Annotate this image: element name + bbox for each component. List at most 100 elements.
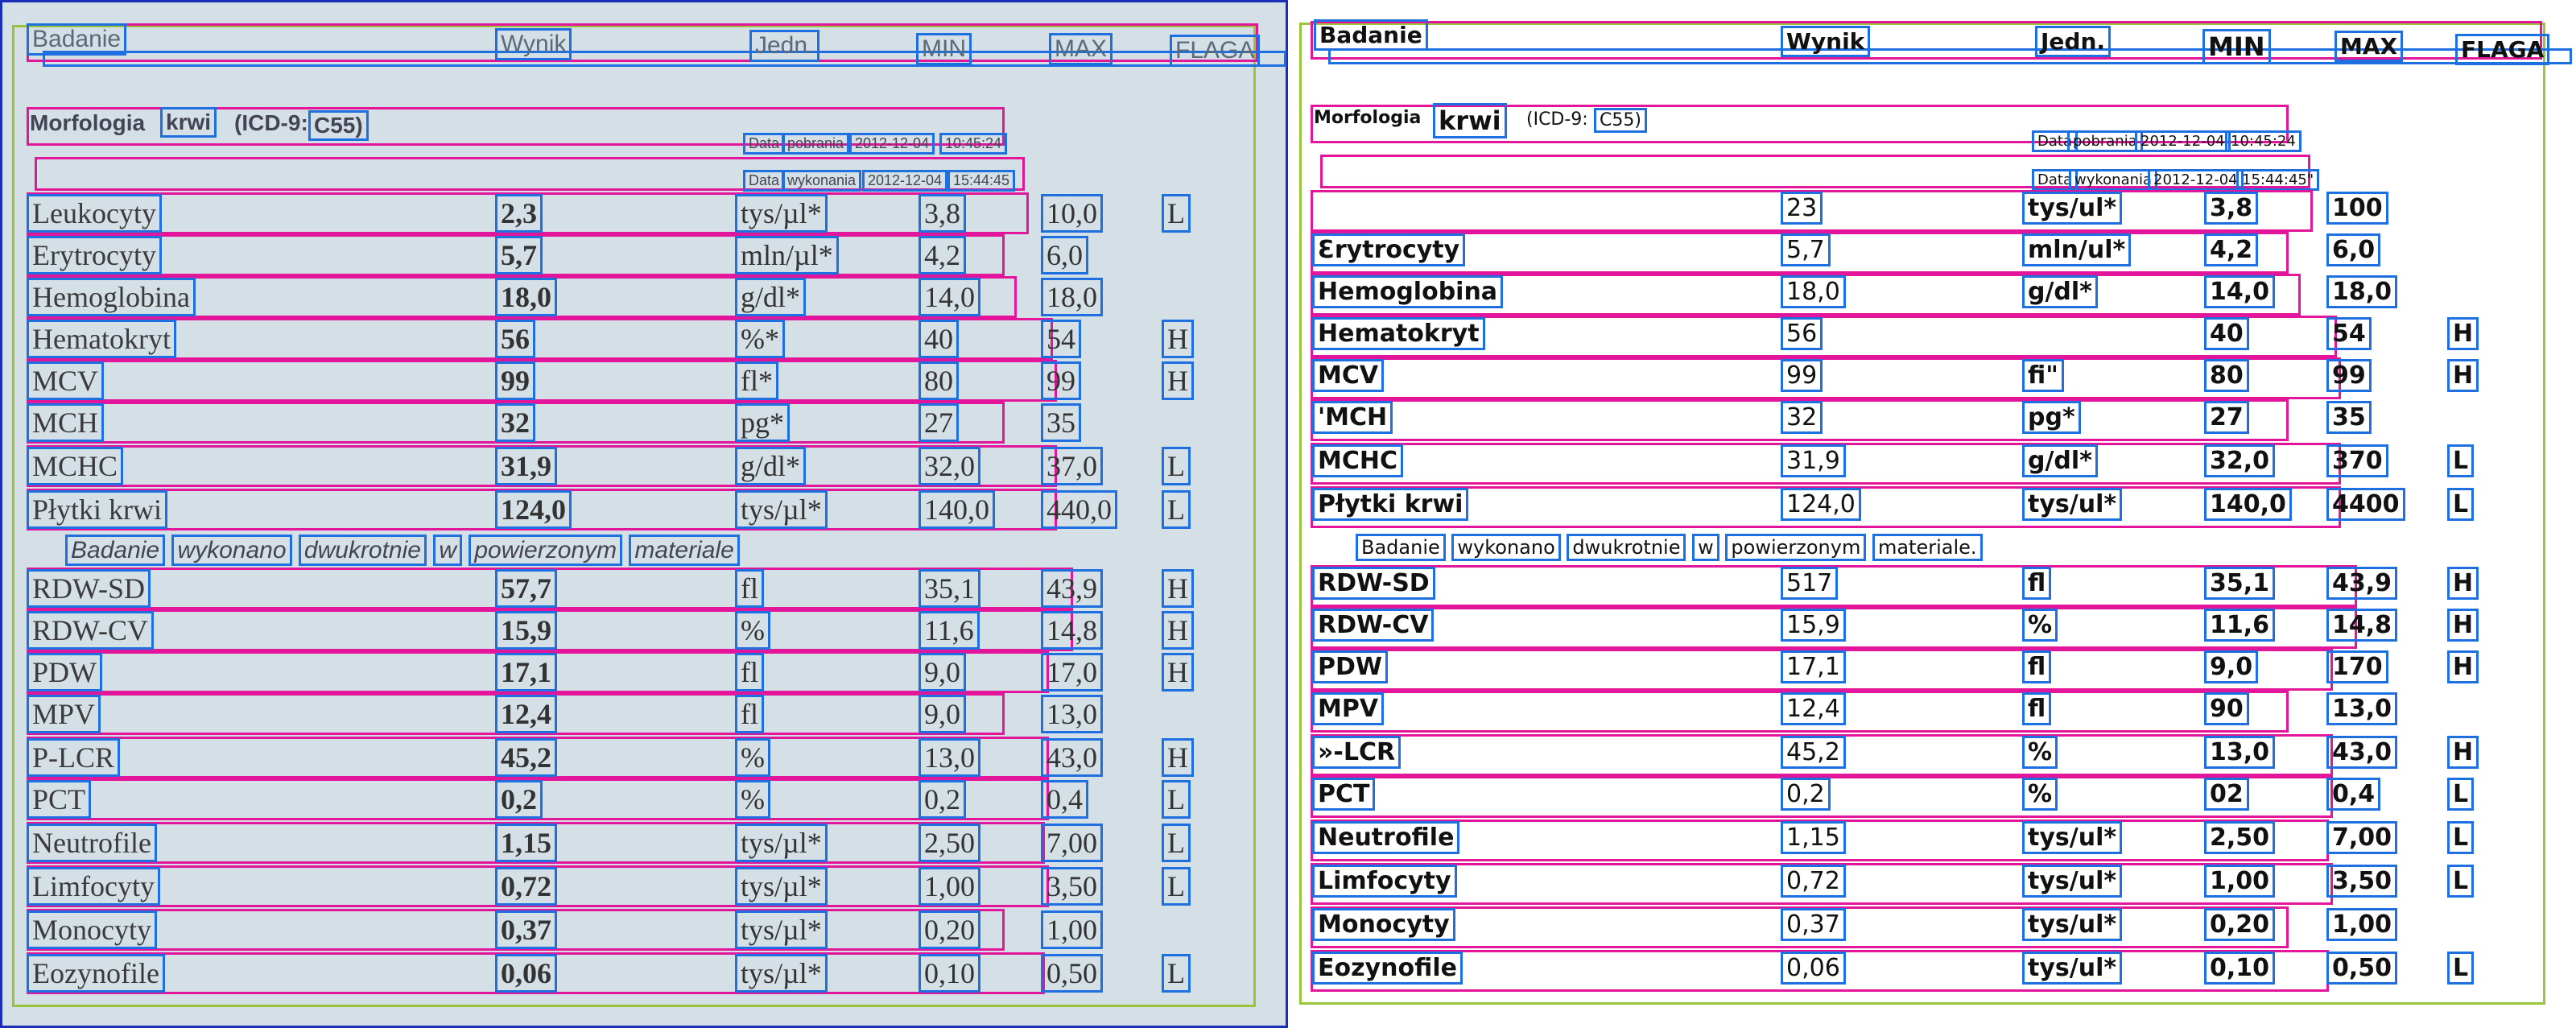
unit-value: pg* (735, 403, 790, 442)
header-flag: FLAGA (2455, 34, 2549, 65)
test-name: MCHC (27, 447, 123, 485)
header-flag: FLAGA (1170, 35, 1260, 67)
processing-time-value: 15:44:45 (947, 170, 1015, 192)
test-name: Eozynofile (1312, 952, 1463, 985)
test-name: RDW-CV (27, 611, 154, 650)
test-name: PDW (1312, 650, 1388, 683)
min-value: 1,00 (2204, 865, 2275, 898)
min-value: 0,20 (919, 910, 980, 949)
section-title-word: C55) (1594, 108, 1647, 133)
result-value: 0,72 (495, 867, 557, 906)
unit-value: tys/ul* (2022, 952, 2122, 985)
section-title-word: C55) (308, 110, 369, 141)
test-name: Ɛrytrocyty (1312, 233, 1465, 266)
min-value: 02 (2204, 778, 2249, 811)
flag-value: H (1162, 320, 1194, 358)
header-test: Badanie (27, 23, 126, 56)
min-value: 2,50 (2204, 821, 2275, 854)
test-name: 'MCH (1312, 401, 1393, 434)
min-value: 35,1 (2204, 567, 2275, 600)
test-name: MPV (27, 695, 101, 733)
result-value: 45,2 (495, 738, 557, 777)
note-word: Badanie (65, 535, 165, 566)
min-value: 13,0 (2204, 736, 2275, 769)
test-name: MCV (27, 361, 104, 400)
result-value: 15,9 (495, 611, 557, 650)
flag-value: H (2447, 650, 2479, 683)
max-value: 4400 (2326, 488, 2405, 521)
min-value: 3,8 (2204, 192, 2258, 225)
unit-value: % (735, 738, 770, 777)
note-word: powierzonym (469, 535, 622, 566)
flag-value: H (1162, 653, 1194, 692)
min-value: 14,0 (2204, 275, 2275, 308)
min-value: 11,6 (919, 611, 980, 650)
result-value: 1,15 (1781, 821, 1846, 854)
min-value: 80 (919, 361, 959, 400)
result-value: 1,15 (495, 824, 557, 862)
max-value: 99 (2326, 359, 2372, 392)
unit-value: tys/µl* (735, 824, 828, 862)
test-name: MCHC (1312, 444, 1403, 477)
unit-value: mln/ul* (2022, 233, 2131, 266)
max-value: 6,0 (1041, 236, 1088, 275)
min-value: 9,0 (2204, 650, 2258, 683)
flag-value: H (2447, 359, 2479, 392)
processing-date-word: Data (743, 170, 785, 192)
flag-value: L (1162, 780, 1191, 819)
note-word: dwukrotnie (299, 535, 427, 566)
unit-value: g/dl* (2022, 444, 2098, 477)
flag-value: H (2447, 567, 2479, 600)
min-value: 35,1 (919, 569, 980, 608)
note-word: w (433, 535, 462, 566)
result-value: 31,9 (1781, 444, 1846, 477)
header-max: MAX (1049, 33, 1113, 65)
result-value: 56 (1781, 317, 1823, 350)
min-value: 140,0 (919, 490, 995, 529)
result-value: 23 (1781, 192, 1823, 225)
test-name: Hemoglobina (1312, 275, 1503, 308)
header-min: MIN (916, 33, 972, 65)
unit-value: fi" (2022, 359, 2064, 392)
min-value: 27 (919, 403, 959, 442)
flag-value: H (1162, 569, 1194, 608)
collection-date-word: pobrania (782, 133, 849, 155)
unit-value: tys/ul* (2022, 821, 2122, 854)
flag-value: H (2447, 317, 2479, 350)
max-value: 0,4 (2326, 778, 2380, 811)
result-value: 56 (495, 320, 535, 358)
min-value: 40 (919, 320, 959, 358)
flag-value: L (1162, 194, 1191, 233)
min-value: 90 (2204, 692, 2249, 725)
min-value: 80 (2204, 359, 2249, 392)
test-name: PCT (1312, 778, 1375, 811)
scanned-document-panel: Badanie Wynik Jedn. MIN MAX FLAGA Morfol… (0, 0, 1288, 1028)
result-value: 99 (495, 361, 535, 400)
min-value: 9,0 (919, 695, 966, 733)
max-value: 35 (2326, 401, 2372, 434)
flag-value: L (1162, 954, 1191, 993)
result-value: 12,4 (1781, 692, 1846, 725)
header-max: MAX (2334, 31, 2403, 62)
unit-value: tys/µl* (735, 490, 828, 529)
flag-value: H (1162, 611, 1194, 650)
collection-date-word: Data (743, 133, 785, 155)
max-value: 14,8 (2326, 609, 2397, 642)
ocr-result-panel: Badanie Wynik Jedn. MIN MAX FLAGA Morfol… (1288, 0, 2576, 1028)
result-value: 0,2 (1781, 778, 1831, 811)
collection-date-value: 2012-12-04 (849, 133, 935, 155)
header-result: Wynik (1781, 26, 1870, 57)
unit-value: tys/ul* (2022, 908, 2122, 941)
unit-value: mln/µl* (735, 236, 839, 275)
max-value: 35 (1041, 403, 1081, 442)
result-value: 0,37 (495, 910, 557, 949)
processing-date-word: wykonania (782, 170, 861, 192)
result-value: 124,0 (495, 490, 572, 529)
test-name: Leukocyty (27, 194, 162, 233)
max-value: 1,00 (2326, 908, 2397, 941)
min-value: 2,50 (919, 824, 980, 862)
flag-value: L (2447, 778, 2474, 811)
test-name: PCT (27, 780, 91, 819)
unit-value: tys/ul* (2022, 488, 2122, 521)
min-value: 32,0 (919, 447, 980, 485)
